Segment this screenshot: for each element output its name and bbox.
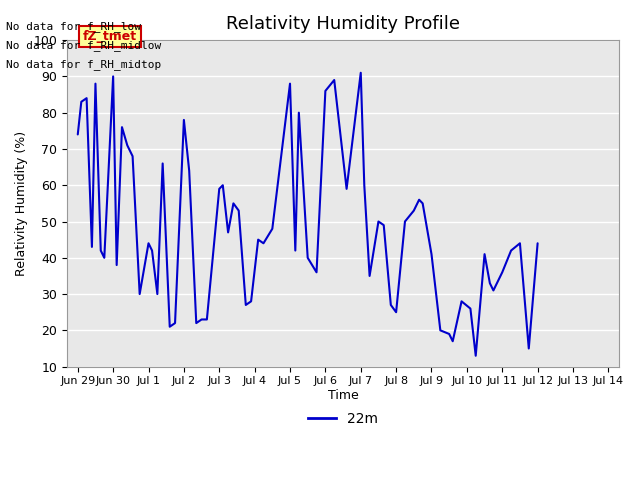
Legend: 22m: 22m: [303, 407, 383, 432]
Title: Relativity Humidity Profile: Relativity Humidity Profile: [226, 15, 460, 33]
X-axis label: Time: Time: [328, 389, 358, 402]
Text: No data for f_RH_midlow: No data for f_RH_midlow: [6, 40, 162, 51]
Y-axis label: Relativity Humidity (%): Relativity Humidity (%): [15, 131, 28, 276]
Text: No data for f_RH_low: No data for f_RH_low: [6, 21, 141, 32]
Text: fZ_tmet: fZ_tmet: [83, 30, 137, 43]
Text: No data for f_RH_midtop: No data for f_RH_midtop: [6, 59, 162, 70]
